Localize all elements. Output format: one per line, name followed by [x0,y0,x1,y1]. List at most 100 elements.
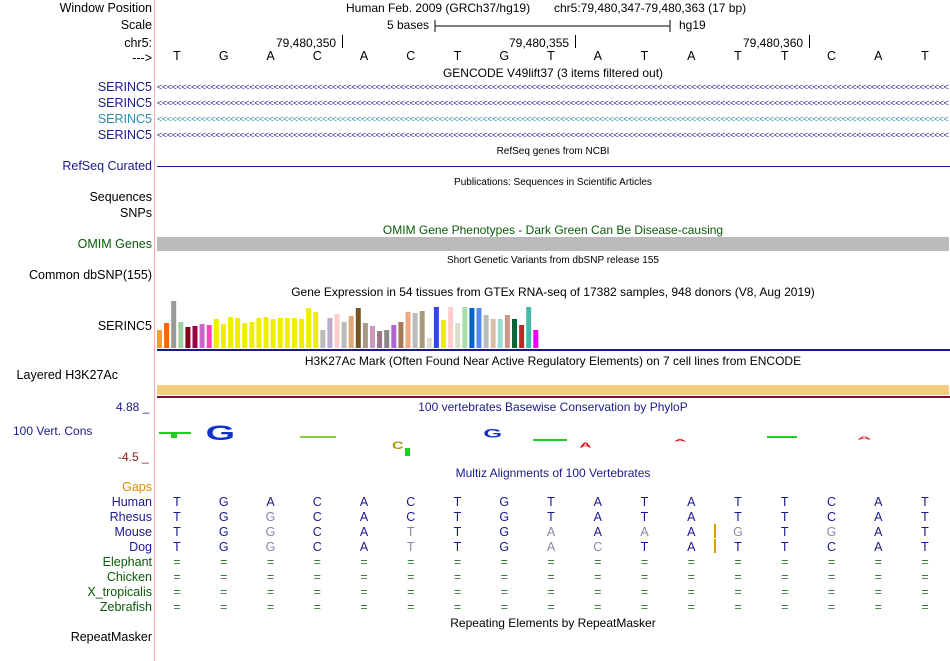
gtex-tissue-bar[interactable] [242,323,248,348]
gtex-tissue-bar[interactable] [192,326,198,348]
gtex-tissue-bar[interactable] [519,325,525,348]
repeatmasker-label[interactable]: RepeatMasker [70,630,152,644]
ruler-tick-label: 79,480,360 [743,36,804,50]
gtex-tissue-bar[interactable] [497,319,503,348]
gtex-tissue-bar[interactable] [441,320,446,348]
gtex-tissue-bar[interactable] [249,322,255,348]
gtex-tissue-bar[interactable] [426,338,432,348]
multiz-species-label[interactable]: Dog [129,540,152,554]
gtex-tissue-bar[interactable] [263,317,269,348]
multiz-base: = [734,585,742,599]
gtex-tissue-bar[interactable] [220,324,226,348]
gtex-tissue-bar[interactable] [171,301,177,348]
gtex-tissue-bar[interactable] [398,322,404,348]
gtex-tissue-bar[interactable] [490,319,496,348]
gtex-tissue-bar[interactable] [313,312,319,348]
omim-label[interactable]: OMIM Genes [77,237,152,251]
gtex-bar-chart[interactable] [155,299,555,349]
gtex-gene-label[interactable]: SERINC5 [97,319,152,333]
multiz-base: = [640,555,649,569]
gtex-tissue-bar[interactable] [448,307,454,348]
gtex-tissue-bar[interactable] [199,324,205,348]
sequences-label[interactable]: Sequences [89,190,152,204]
gtex-tissue-bar[interactable] [228,317,233,348]
multiz-base: A [687,495,696,509]
gtex-tissue-bar[interactable] [526,307,532,348]
gtex-tissue-bar[interactable] [206,325,212,348]
gencode-transcript-label[interactable]: SERINC5 [97,128,152,142]
gtex-track-title: Gene Expression in 54 tissues from GTEx … [291,285,815,299]
multiz-species-label[interactable]: Human [111,495,152,509]
gtex-tissue-bar[interactable] [256,318,262,348]
gtex-tissue-bar[interactable] [384,330,390,348]
gtex-tissue-bar[interactable] [341,322,347,348]
multiz-base: = [500,600,508,614]
gtex-tissue-bar[interactable] [270,319,276,348]
gencode-transcript-label[interactable]: SERINC5 [97,80,152,94]
gtex-tissue-bar[interactable] [512,319,517,348]
gencode-transcript-label[interactable]: SERINC5 [97,96,152,110]
gtex-tissue-bar[interactable] [291,318,297,348]
gtex-tissue-bar[interactable] [362,323,368,348]
gtex-tissue-bar[interactable] [412,313,418,348]
multiz-species-label[interactable]: Rhesus [109,510,152,524]
gtex-tissue-bar[interactable] [433,307,439,348]
gtex-tissue-bar[interactable] [178,322,184,348]
multiz-species-label[interactable]: Mouse [114,525,152,539]
gtex-tissue-bar[interactable] [306,308,312,348]
gtex-tissue-bar[interactable] [476,308,482,348]
gtex-tissue-bar[interactable] [419,311,425,348]
gtex-tissue-bar[interactable] [483,315,489,348]
reference-base: T [921,49,929,63]
gtex-tissue-bar[interactable] [157,330,162,348]
gtex-tissue-bar[interactable] [334,314,340,348]
gtex-tissue-bar[interactable] [164,323,170,348]
gtex-tissue-bar[interactable] [377,331,383,348]
multiz-base: = [453,555,462,569]
gencode-transcript-line[interactable]: <<<<<<<<<<<<<<<<<<<<<<<<<<<<<<<<<<<<<<<<… [157,114,949,124]
gtex-tissue-bar[interactable] [391,325,397,348]
gencode-transcript-line[interactable]: <<<<<<<<<<<<<<<<<<<<<<<<<<<<<<<<<<<<<<<<… [157,82,949,92]
phylop-logo[interactable]: G C G A A A [157,416,949,462]
refseq-gene-line[interactable] [157,166,950,167]
h3k27ac-signal[interactable] [157,385,949,395]
refseq-label[interactable]: RefSeq Curated [62,159,152,173]
gtex-tissue-bar[interactable] [284,318,290,348]
gaps-label[interactable]: Gaps [122,480,152,494]
gtex-tissue-bar[interactable] [213,319,219,348]
gtex-tissue-bar[interactable] [327,318,333,348]
gtex-tissue-bar[interactable] [235,318,241,348]
multiz-species-label[interactable]: Zebrafish [99,600,152,614]
gtex-tissue-bar[interactable] [469,308,475,348]
multiz-base: T [780,510,789,524]
multiz-base: G [499,540,510,554]
gtex-tissue-bar[interactable] [320,330,326,348]
gtex-tissue-bar[interactable] [355,308,361,348]
gencode-transcript-line[interactable]: <<<<<<<<<<<<<<<<<<<<<<<<<<<<<<<<<<<<<<<<… [157,130,949,140]
gtex-tissue-bar[interactable] [348,316,354,348]
dbsnp-label[interactable]: Common dbSNP(155) [29,268,152,282]
gtex-tissue-bar[interactable] [370,326,375,348]
gtex-tissue-bar[interactable] [462,307,468,348]
gtex-tissue-bar[interactable] [533,330,539,348]
gencode-transcript-label[interactable]: SERINC5 [97,112,152,126]
multiz-species-label[interactable]: Elephant [102,555,152,569]
gtex-tissue-bar[interactable] [185,327,191,348]
phylop-label[interactable]: 100 Vert. Cons [13,424,93,438]
gtex-tissue-bar[interactable] [455,323,461,348]
h3k27ac-label[interactable]: Layered H3K27Ac [16,368,118,382]
gtex-tissue-bar[interactable] [504,315,510,348]
multiz-base: = [313,555,321,569]
position-readout[interactable]: chr5:79,480,347-79,480,363 (17 bp) [554,1,747,15]
gtex-tissue-bar[interactable] [405,312,411,348]
omim-feature-bar[interactable] [157,237,949,251]
multiz-base: = [687,555,695,569]
gtex-tissue-bar[interactable] [277,318,283,348]
snps-label[interactable]: SNPs [120,206,152,220]
multiz-base: C [312,510,322,524]
multiz-species-label[interactable]: X_tropicalis [87,585,152,599]
multiz-species-label[interactable]: Chicken [106,570,152,584]
gtex-tissue-bar[interactable] [299,319,304,348]
multiz-base: = [313,570,321,584]
gencode-transcript-line[interactable]: <<<<<<<<<<<<<<<<<<<<<<<<<<<<<<<<<<<<<<<<… [157,98,949,108]
